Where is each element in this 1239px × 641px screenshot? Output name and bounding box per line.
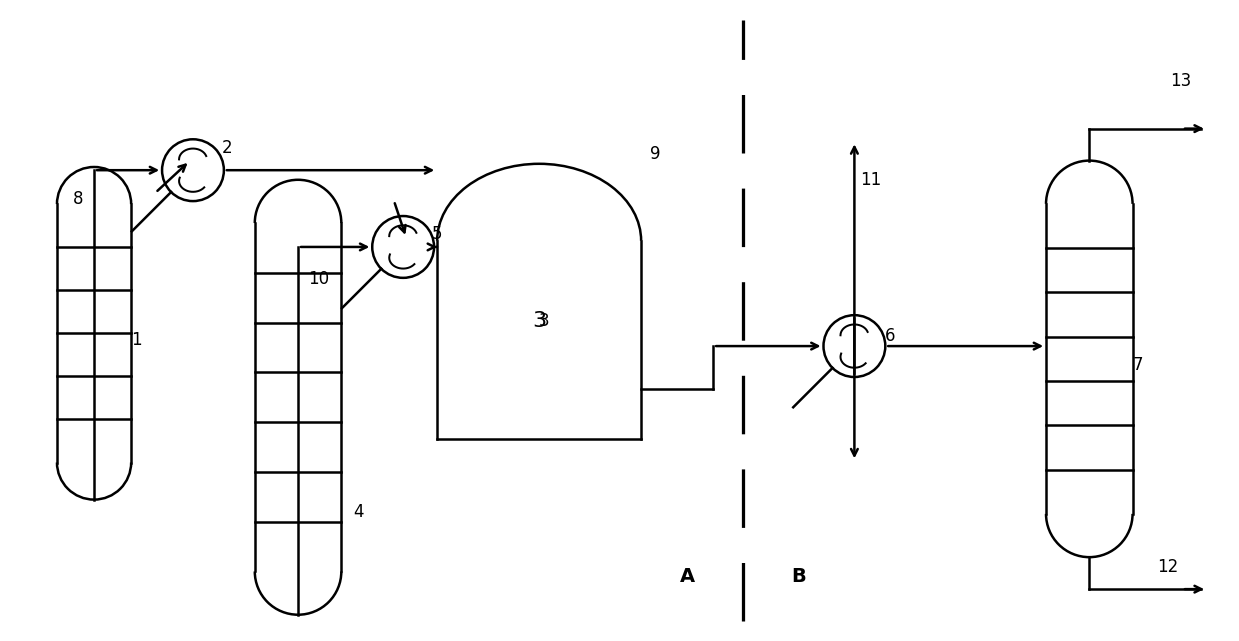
Text: 11: 11 bbox=[861, 171, 882, 189]
Text: B: B bbox=[792, 567, 807, 586]
Text: 6: 6 bbox=[886, 328, 896, 345]
Text: 12: 12 bbox=[1157, 558, 1178, 576]
Text: 3: 3 bbox=[539, 312, 550, 329]
Text: 1: 1 bbox=[131, 331, 141, 349]
Text: A: A bbox=[680, 567, 695, 586]
Text: 9: 9 bbox=[650, 146, 660, 163]
Text: 13: 13 bbox=[1170, 72, 1191, 90]
Text: 8: 8 bbox=[73, 190, 83, 208]
Text: 5: 5 bbox=[431, 225, 442, 243]
Text: 10: 10 bbox=[309, 270, 330, 288]
Text: 2: 2 bbox=[222, 139, 232, 157]
Text: 7: 7 bbox=[1132, 356, 1144, 374]
Text: 3: 3 bbox=[532, 310, 546, 331]
Text: 4: 4 bbox=[353, 503, 364, 521]
